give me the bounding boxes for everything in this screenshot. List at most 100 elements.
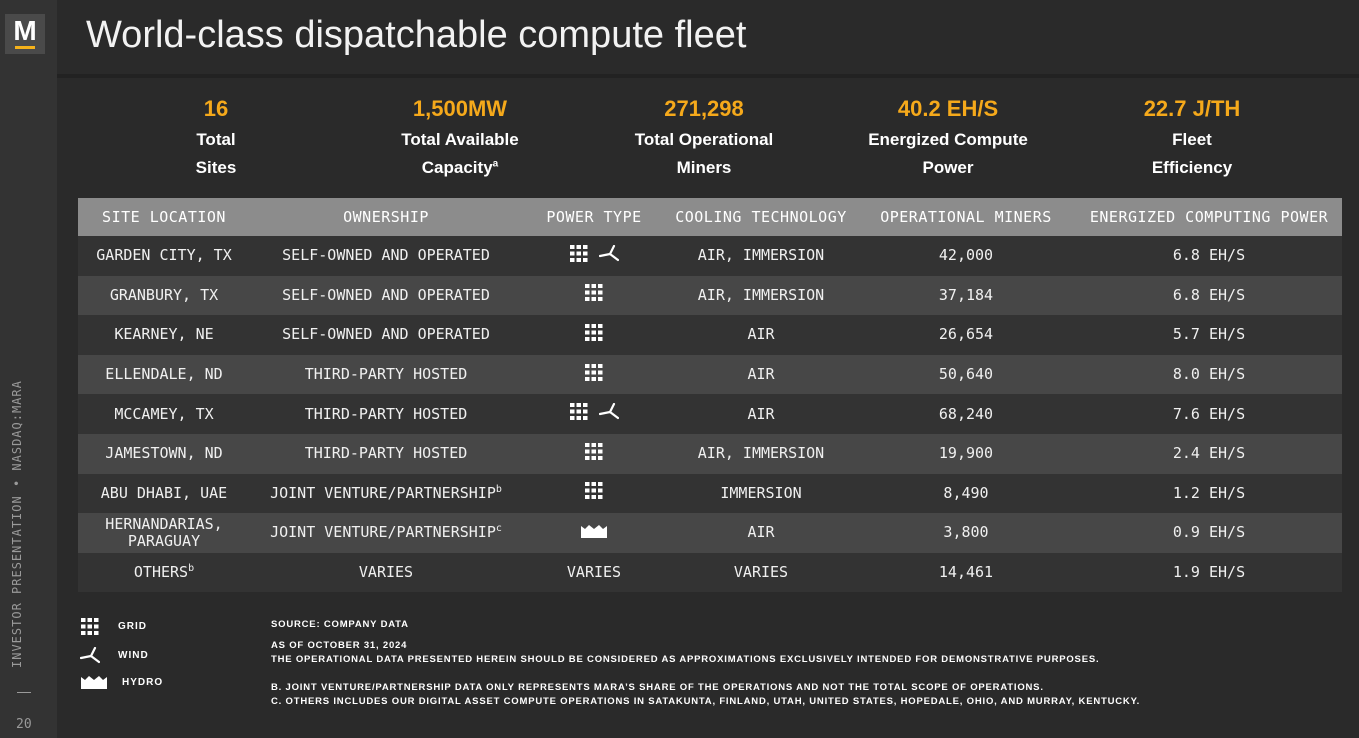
- cell-cooling: VARIES: [666, 552, 856, 593]
- cell-ownership: SELF-OWNED AND OPERATED: [250, 236, 522, 276]
- cell-site-location: ABU DHABI, UAE: [78, 473, 250, 514]
- footnote-marker: b: [188, 563, 195, 575]
- mara-logo: M: [5, 14, 45, 54]
- cell-miners: 26,654: [856, 315, 1076, 355]
- footnote-marker: a: [492, 158, 499, 170]
- stat-label: Energized Compute Power: [868, 130, 1028, 177]
- cell-power-type: [522, 315, 666, 355]
- legend-label: HYDRO: [122, 677, 164, 688]
- source-note: SOURCE: COMPANY DATA: [271, 619, 409, 630]
- legend-item-wind: WIND: [79, 646, 148, 670]
- wind-icon: [79, 646, 101, 669]
- grid-icon: [584, 323, 604, 346]
- column-header: OWNERSHIP: [250, 198, 522, 236]
- hydro-icon: [580, 523, 608, 543]
- cell-cooling: AIR: [666, 513, 856, 553]
- cell-site-location: ELLENDALE, ND: [78, 354, 250, 395]
- sidebar-caption: INVESTOR PRESENTATION • NASDAQ:MARA: [10, 380, 24, 668]
- cell-power-type: [522, 275, 666, 316]
- stat-value: 1,500MW: [412, 96, 508, 121]
- cell-site-location: GARDEN CITY, TX: [78, 236, 250, 276]
- table-row: KEARNEY, NE SELF-OWNED AND OPERATED AIR 26,…: [78, 315, 1342, 355]
- grid-icon: [584, 482, 604, 504]
- grid-icon: [584, 442, 604, 465]
- table-row: GRANBURY, TX SELF-OWNED AND OPERATED AIR, …: [78, 275, 1342, 316]
- cell-power-type: [522, 236, 666, 276]
- cell-site-location: HERNANDARIAS, PARAGUAY: [78, 513, 250, 553]
- stat-label: Total Operational Miners: [634, 130, 774, 177]
- table-row: ELLENDALE, ND THIRD-PARTY HOSTED AIR 50,640…: [78, 354, 1342, 395]
- wind-icon: [598, 403, 620, 425]
- cell-compute-power: 7.6 EH/S: [1076, 394, 1342, 434]
- cell-miners: 14,461: [856, 552, 1076, 593]
- legend-item-hydro: HYDRO: [80, 674, 162, 695]
- stat-miners: 271,298 Total Operational Miners: [594, 94, 814, 182]
- cell-cooling: AIR: [666, 354, 856, 395]
- stat-value: 22.7 J/TH: [1143, 96, 1241, 121]
- cell-compute-power: 1.2 EH/S: [1076, 473, 1342, 514]
- grid-icon: [569, 403, 589, 425]
- cell-site-location: GRANBURY, TX: [78, 275, 250, 316]
- legend-label: WIND: [118, 650, 149, 661]
- page-title: World-class dispatchable compute fleet: [86, 14, 747, 56]
- cell-miners: 19,900: [856, 433, 1076, 474]
- table-row: ABU DHABI, UAE JOINT VENTURE/PARTNERSHIPb…: [78, 473, 1342, 514]
- cell-miners: 42,000: [856, 236, 1076, 276]
- cell-miners: 3,800: [856, 513, 1076, 553]
- sidebar-divider: [17, 692, 31, 693]
- stat-value: 40.2 EH/S: [897, 96, 999, 121]
- cell-ownership: SELF-OWNED AND OPERATED: [250, 275, 522, 316]
- cell-miners: 68,240: [856, 394, 1076, 434]
- title-divider: [57, 74, 1359, 78]
- cell-site-location: OTHERSb: [78, 552, 250, 593]
- stat-total-sites: 16 Total Sites: [106, 94, 326, 182]
- legend-label: GRID: [118, 621, 147, 632]
- cell-power-type: [522, 354, 666, 395]
- wind-icon: [598, 244, 620, 267]
- table-row: HERNANDARIAS, PARAGUAY JOINT VENTURE/PARTN…: [78, 513, 1342, 553]
- logo-letter: M: [13, 15, 37, 46]
- column-header: COOLING TECHNOLOGY: [666, 198, 856, 236]
- cell-ownership: THIRD-PARTY HOSTED: [250, 354, 522, 395]
- disclaimer-note: THE OPERATIONAL DATA PRESENTED HEREIN SH…: [271, 654, 1100, 665]
- sidebar: M INVESTOR PRESENTATION • NASDAQ:MARA 20: [0, 0, 57, 738]
- grid-icon: [80, 618, 100, 640]
- stat-value: 16: [203, 96, 229, 121]
- column-header: SITE LOCATION: [78, 198, 250, 236]
- stats-bar: 16 Total Sites 1,500MW Total Available Cap…: [78, 94, 1342, 194]
- cell-compute-power: 6.8 EH/S: [1076, 275, 1342, 316]
- cell-power-type: [522, 433, 666, 474]
- hydro-icon: [80, 676, 108, 694]
- table-header-row: SITE LOCATION OWNERSHIP POWER TYPE COOLI…: [78, 198, 1342, 236]
- cell-cooling: AIR, IMMERSION: [666, 236, 856, 276]
- cell-compute-power: 6.8 EH/S: [1076, 236, 1342, 276]
- cell-ownership: THIRD-PARTY HOSTED: [250, 433, 522, 474]
- stat-efficiency: 22.7 J/TH Fleet Efficiency: [1082, 94, 1302, 182]
- cell-power-type: [522, 394, 666, 434]
- cell-ownership: VARIES: [250, 552, 522, 593]
- page-number: 20: [16, 717, 32, 732]
- grid-icon: [584, 284, 604, 306]
- cell-power-type: [522, 473, 666, 514]
- cell-miners: 37,184: [856, 275, 1076, 316]
- cell-compute-power: 2.4 EH/S: [1076, 433, 1342, 474]
- cell-ownership: JOINT VENTURE/PARTNERSHIPb: [250, 473, 522, 514]
- cell-cooling: AIR: [666, 394, 856, 434]
- cell-cooling: AIR, IMMERSION: [666, 433, 856, 474]
- cell-cooling: AIR: [666, 315, 856, 355]
- as-of-note: AS OF OCTOBER 31, 2024: [271, 640, 408, 651]
- footnote-c: C. OTHERS INCLUDES OUR DIGITAL ASSET COM…: [271, 696, 1141, 707]
- cell-miners: 8,490: [856, 473, 1076, 514]
- fleet-table: SITE LOCATION OWNERSHIP POWER TYPE COOLI…: [78, 198, 1342, 593]
- stat-label: Total Available Capacitya: [401, 130, 519, 177]
- column-header: POWER TYPE: [522, 198, 666, 236]
- footnote-marker: b: [495, 483, 502, 495]
- cell-ownership: THIRD-PARTY HOSTED: [250, 394, 522, 434]
- column-header: ENERGIZED COMPUTING POWER: [1076, 198, 1342, 236]
- logo-underline: [15, 46, 35, 49]
- footnotes: SOURCE: COMPANY DATA AS OF OCTOBER 31, 2…: [271, 618, 1140, 709]
- footnote-b: B. JOINT VENTURE/PARTNERSHIP DATA ONLY R…: [271, 682, 1044, 693]
- cell-power-type: VARIES: [522, 552, 666, 593]
- table-row: OTHERSb VARIES VARIES VARIES 14,461 1.9 EH/S: [78, 552, 1342, 593]
- cell-site-location: JAMESTOWN, ND: [78, 433, 250, 474]
